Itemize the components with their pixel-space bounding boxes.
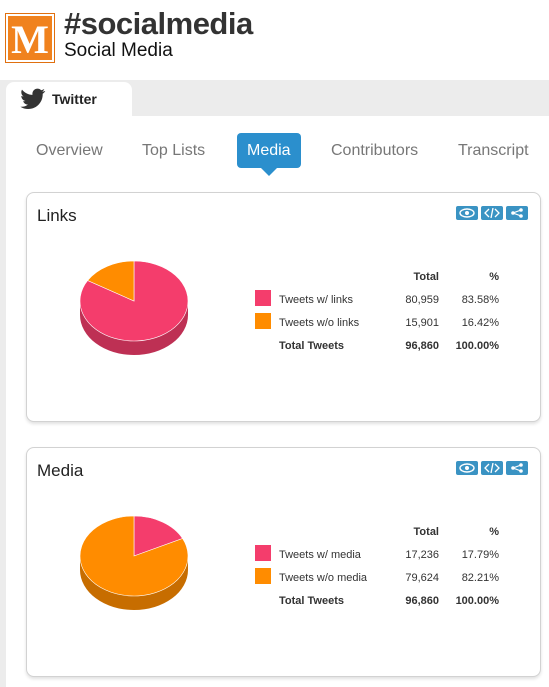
row-total: 79,624 <box>405 571 439 584</box>
view-button[interactable] <box>456 461 478 475</box>
panel-tools <box>456 206 528 220</box>
panel-title: Media <box>37 461 84 480</box>
links-stats-table: Total % Tweets w/ links 80,959 83.58% Tw… <box>255 265 499 357</box>
tab-twitter-label: Twitter <box>52 91 97 107</box>
embed-button[interactable] <box>481 461 503 475</box>
media-panel: Media Total % Tweets w/ <box>26 447 541 677</box>
footer-label: Total Tweets <box>279 339 344 352</box>
view-button[interactable] <box>456 206 478 220</box>
subnav-media[interactable]: Media <box>237 133 301 176</box>
pie-slice-side <box>80 301 188 355</box>
embed-button[interactable] <box>481 206 503 220</box>
table-row: Tweets w/o links 15,901 16.42% <box>255 311 499 334</box>
eye-icon <box>459 208 475 218</box>
legend-swatch <box>255 568 271 584</box>
share-icon <box>511 463 523 473</box>
pie-slice-side <box>80 556 188 610</box>
code-icon <box>484 208 500 218</box>
row-total: 17,236 <box>405 548 439 561</box>
row-label: Tweets w/ links <box>279 293 353 306</box>
footer-pct: 100.00% <box>455 339 499 352</box>
site-logo[interactable]: M <box>5 13 55 63</box>
footer-total: 96,860 <box>405 339 439 352</box>
pie-slice[interactable] <box>133 515 184 557</box>
left-gutter <box>0 116 6 687</box>
pie-slice[interactable] <box>87 260 135 302</box>
subnav: Overview Top Lists Media Contributors Tr… <box>6 130 549 180</box>
twitter-bird-icon <box>20 88 46 109</box>
subnav-overview[interactable]: Overview <box>36 142 103 159</box>
subnav-top-lists[interactable]: Top Lists <box>142 142 206 159</box>
table-row: Tweets w/ media 17,236 17.79% <box>255 543 499 566</box>
row-total: 80,959 <box>405 293 439 306</box>
media-stats-table: Total % Tweets w/ media 17,236 17.79% Tw… <box>255 520 499 612</box>
links-pie-chart <box>79 260 189 355</box>
pie-slice[interactable] <box>79 515 189 597</box>
share-button[interactable] <box>506 206 528 220</box>
panel-tools <box>456 461 528 475</box>
footer-pct: 100.00% <box>455 594 499 607</box>
row-label: Tweets w/ media <box>279 548 361 561</box>
footer-total: 96,860 <box>405 594 439 607</box>
table-row: Tweets w/o media 79,624 82.21% <box>255 566 499 589</box>
page-header: M #socialmedia Social Media <box>0 0 549 80</box>
header-total: Total <box>413 525 439 538</box>
header-pct: % <box>489 525 499 538</box>
row-label: Tweets w/o links <box>279 316 360 329</box>
links-panel: Links Total % Tweets w/ <box>26 192 541 422</box>
legend-swatch <box>255 545 271 561</box>
code-icon <box>484 463 500 473</box>
row-label: Tweets w/o media <box>279 571 368 584</box>
panel-title: Links <box>37 206 77 225</box>
table-footer-row: Total Tweets 96,860 100.00% <box>255 589 499 612</box>
subnav-contributors[interactable]: Contributors <box>331 142 419 159</box>
share-icon <box>511 208 523 218</box>
legend-swatch <box>255 313 271 329</box>
row-pct: 17.79% <box>461 548 499 561</box>
page-title: #socialmedia <box>64 6 253 41</box>
media-pie-chart <box>79 515 189 610</box>
tab-twitter[interactable]: Twitter <box>6 82 132 116</box>
page-subtitle: Social Media <box>64 40 173 61</box>
footer-label: Total Tweets <box>279 594 344 607</box>
source-tabbar: Twitter <box>0 80 549 116</box>
header-total: Total <box>413 270 439 283</box>
row-pct: 82.21% <box>461 571 499 584</box>
row-pct: 83.58% <box>461 293 499 306</box>
subnav-transcript[interactable]: Transcript <box>458 142 529 159</box>
header-pct: % <box>489 270 499 283</box>
table-footer-row: Total Tweets 96,860 100.00% <box>255 334 499 357</box>
row-total: 15,901 <box>405 316 439 329</box>
eye-icon <box>459 463 475 473</box>
legend-swatch <box>255 290 271 306</box>
table-row: Tweets w/ links 80,959 83.58% <box>255 288 499 311</box>
share-button[interactable] <box>506 461 528 475</box>
row-pct: 16.42% <box>461 316 499 329</box>
main-content: Overview Top Lists Media Contributors Tr… <box>6 116 549 687</box>
